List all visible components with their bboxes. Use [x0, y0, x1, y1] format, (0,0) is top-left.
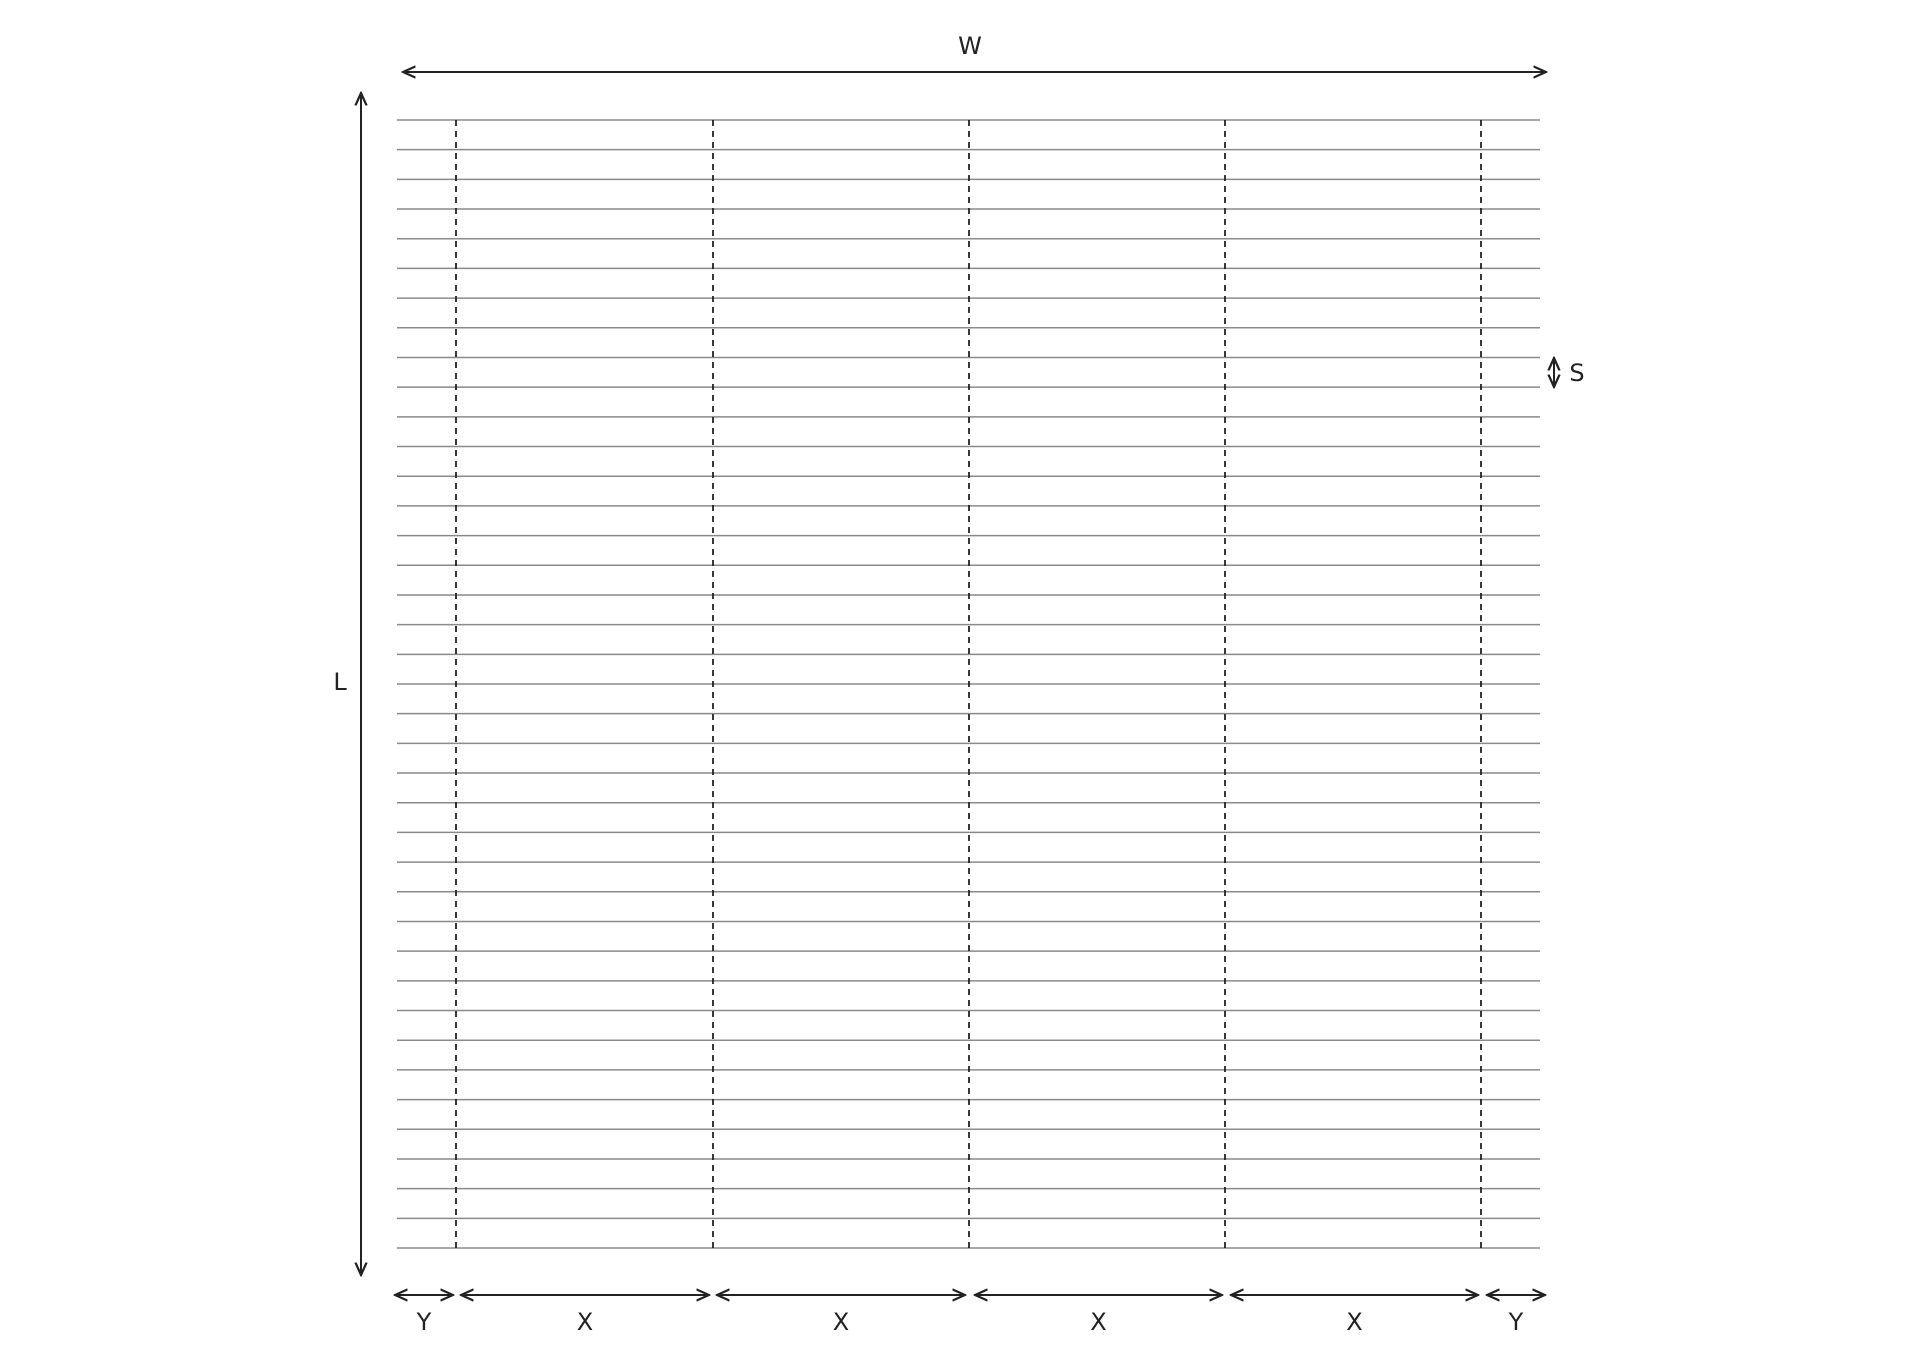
- width-label: W: [958, 32, 982, 60]
- dimension-label: X: [577, 1308, 593, 1336]
- grid: [397, 119, 1540, 1250]
- length-label: L: [333, 668, 347, 696]
- spacing-label: S: [1569, 359, 1584, 387]
- dimension-label: X: [1346, 1308, 1362, 1336]
- dimension-label: Y: [1508, 1308, 1524, 1336]
- dimension-label: Y: [416, 1308, 432, 1336]
- dimension-label: X: [833, 1308, 849, 1336]
- dimension-label: X: [1090, 1308, 1106, 1336]
